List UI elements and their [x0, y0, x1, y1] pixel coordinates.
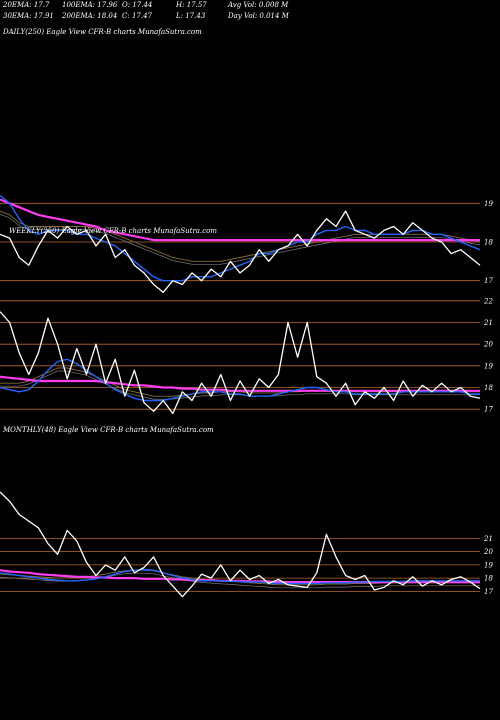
y-tick-label: 19 [484, 561, 493, 569]
header-row-2: 30EMA: 17.91 200EMA: 18.04 C: 17.47 L: 1… [0, 12, 500, 21]
series-line-ema-long [0, 375, 480, 392]
chart-panel-daily: DAILY(250) Eagle View CFR-B charts Munaf… [0, 28, 493, 293]
series-line-price [0, 311, 481, 415]
low-text: L: 17.43 [176, 12, 206, 20]
y-tick-label: 20 [483, 341, 493, 349]
series-line-ema-mid-companion [0, 370, 480, 400]
y-tick-label: 18 [484, 384, 493, 392]
y-tick-label: 21 [483, 535, 493, 543]
ema200-text: 200EMA: 18.04 [62, 12, 118, 20]
y-tick-label: 17 [484, 277, 493, 285]
y-tick-label: 17 [484, 588, 493, 596]
open-text: O: 17.44 [122, 1, 153, 9]
y-tick-label: 19 [484, 362, 493, 370]
chart-panel-monthly: MONTHLY(48) Eagle View CFR-B charts Muna… [0, 426, 493, 598]
ema20-text: 20EMA: 17.7 [3, 1, 50, 9]
day-vol-text: Day Vol: 0.014 M [228, 12, 289, 20]
avg-vol-text: Avg Vol: 0.008 M [228, 1, 289, 9]
high-text: H: 17.57 [176, 1, 207, 9]
chart-title: MONTHLY(48) Eagle View CFR-B charts Muna… [2, 426, 214, 434]
series-line-price [0, 491, 481, 598]
series-line-ema-long [0, 198, 480, 242]
ema100-text: 100EMA: 17.96 [62, 1, 118, 9]
series-line-price [0, 210, 481, 293]
series-line-ema-short [0, 195, 481, 282]
y-tick-label: 17 [484, 406, 493, 414]
chart-title: DAILY(250) Eagle View CFR-B charts Munaf… [2, 28, 202, 36]
header-row-1: 20EMA: 17.7 100EMA: 17.96 O: 17.44 H: 17… [0, 1, 500, 10]
chart-title: WEEKLY(250) Eagle View CFR-B charts Muna… [9, 227, 217, 235]
close-text: C: 17.47 [122, 12, 152, 20]
ema30-text: 30EMA: 17.91 [3, 12, 54, 20]
series-line-ema-mid [0, 210, 481, 262]
series-line-ema-short [0, 358, 480, 402]
y-tick-label: 20 [483, 548, 493, 556]
y-tick-label: 18 [484, 239, 493, 247]
y-tick-label: 19 [484, 200, 493, 208]
y-tick-label: 18 [484, 575, 493, 583]
chart-panel-weekly: WEEKLY(250) Eagle View CFR-B charts Muna… [0, 227, 493, 415]
y-tick-label: 22 [483, 297, 493, 305]
series-line-ema-short [0, 568, 480, 585]
y-tick-label: 21 [483, 319, 493, 327]
series-line-ema-mid-companion [0, 213, 481, 265]
